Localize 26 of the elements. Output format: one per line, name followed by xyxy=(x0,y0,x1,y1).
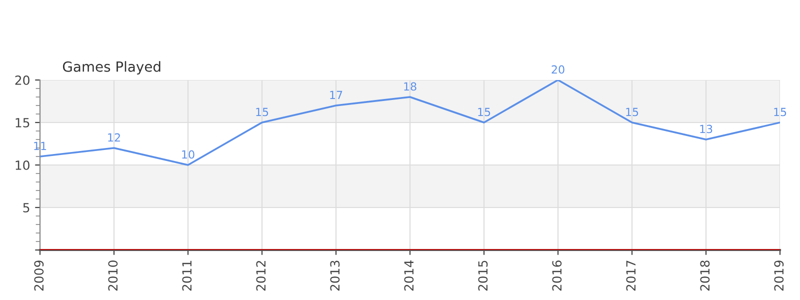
x-tick-label: 2017 xyxy=(626,260,636,291)
x-tick-label: 2009 xyxy=(34,260,44,291)
y-tick-label: 15 xyxy=(16,118,30,128)
data-label: 15 xyxy=(256,108,268,116)
x-tick-label: 2016 xyxy=(552,260,562,291)
chart-title: Games Played xyxy=(62,61,160,75)
x-tick-label: 2011 xyxy=(182,260,192,291)
x-tick-label: 2013 xyxy=(330,260,340,291)
y-tick-label: 10 xyxy=(16,160,30,170)
data-label: 20 xyxy=(552,65,564,74)
data-label: 18 xyxy=(404,82,416,91)
y-tick-label: 20 xyxy=(15,75,30,85)
x-tick-label: 2010 xyxy=(108,260,118,291)
y-tick-label: 5 xyxy=(23,203,30,212)
data-label: 15 xyxy=(774,108,786,116)
data-label: 15 xyxy=(626,108,638,116)
data-label: 17 xyxy=(330,90,342,100)
data-label: 12 xyxy=(108,133,120,142)
x-tick-label: 2015 xyxy=(478,260,488,291)
x-tick-label: 2014 xyxy=(404,260,414,291)
data-label: 10 xyxy=(182,150,194,159)
data-label: 15 xyxy=(478,108,490,116)
x-tick-label: 2012 xyxy=(256,260,266,291)
data-label: 13 xyxy=(700,124,712,134)
x-tick-label: 2019 xyxy=(774,260,784,291)
x-tick-label: 2018 xyxy=(700,260,710,291)
